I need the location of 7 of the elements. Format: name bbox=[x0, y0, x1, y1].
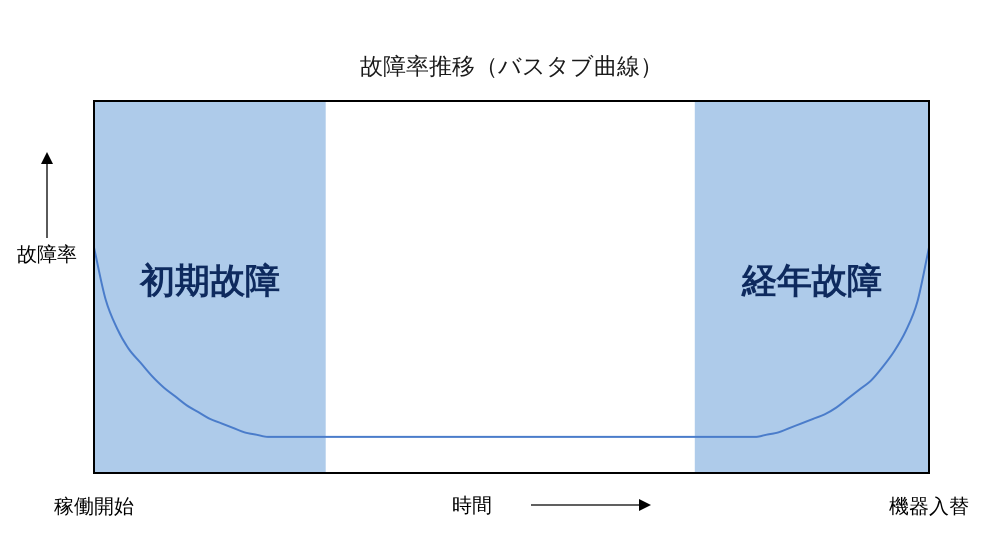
annotation: 経年故障 bbox=[740, 261, 882, 302]
x-tick-label: 機器入替 bbox=[889, 494, 969, 518]
x-tick-label: 稼働開始 bbox=[54, 494, 134, 518]
annotation: 初期故障 bbox=[138, 261, 280, 302]
chart-title: 故障率推移（バスタブ曲線） bbox=[360, 54, 663, 80]
y-axis-title: 故障率 bbox=[17, 242, 77, 266]
x-axis-title: 時間 bbox=[452, 493, 492, 518]
